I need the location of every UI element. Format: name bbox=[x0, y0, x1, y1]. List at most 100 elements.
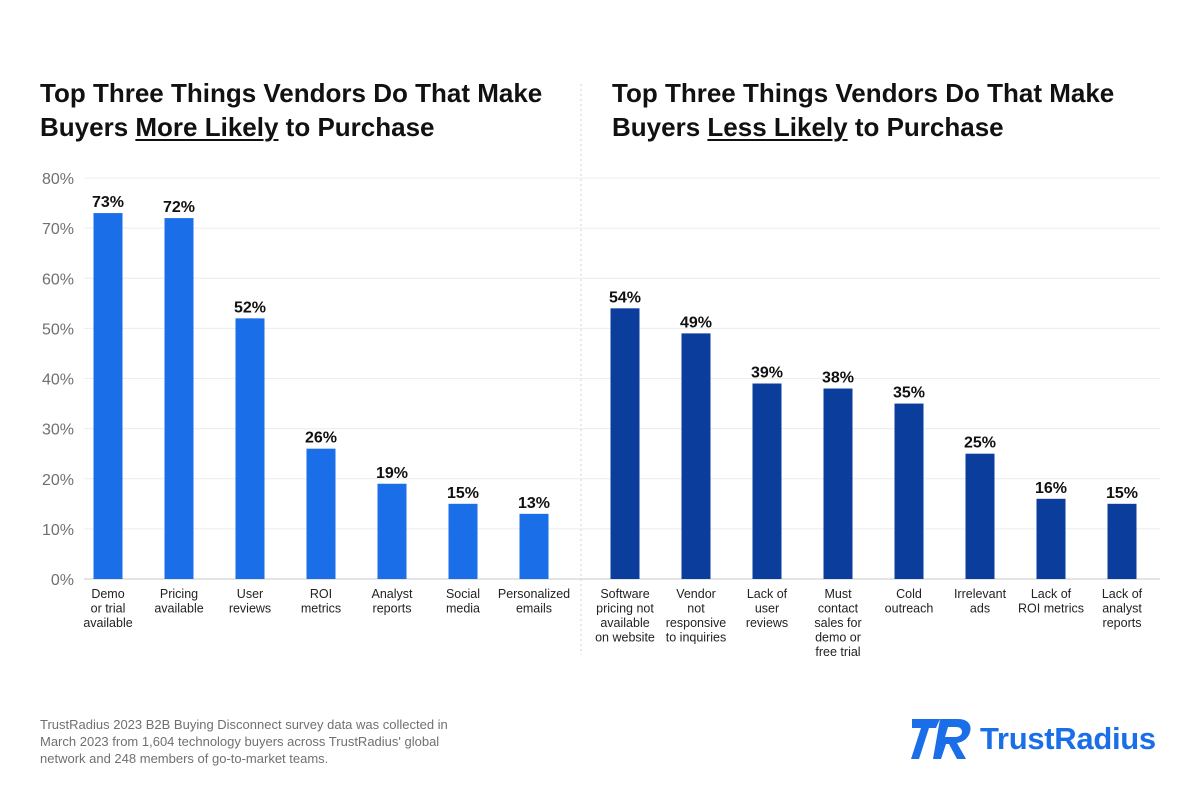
value-label: 54% bbox=[609, 289, 641, 306]
value-label: 49% bbox=[680, 314, 712, 331]
category-label-line: User bbox=[237, 587, 263, 601]
category-label-line: Vendor bbox=[676, 587, 716, 601]
category-label-line: or trial bbox=[91, 602, 126, 616]
category-label-line: contact bbox=[818, 602, 859, 616]
category-label: Cold outreach bbox=[885, 587, 934, 616]
category-label-line: on website bbox=[595, 631, 655, 645]
bar bbox=[519, 513, 549, 579]
bar bbox=[681, 333, 711, 579]
category-label-line: Pricing bbox=[160, 587, 198, 601]
bar bbox=[164, 218, 194, 579]
category-label-line: responsive bbox=[666, 616, 726, 630]
value-label: 15% bbox=[1106, 485, 1138, 502]
category-label: Must contact sales for demo or free trial bbox=[814, 587, 861, 659]
category-label: Software pricing not available on website bbox=[595, 587, 655, 645]
category-label-line: Irrelevant bbox=[954, 587, 1007, 601]
bar bbox=[752, 383, 782, 579]
category-label-line: Demo bbox=[91, 587, 124, 601]
bar bbox=[1036, 498, 1066, 579]
category-label-line: Lack of bbox=[747, 587, 788, 601]
category-label-line: outreach bbox=[885, 602, 934, 616]
bar bbox=[235, 318, 265, 579]
category-label-line: Personalized bbox=[498, 587, 570, 601]
bar bbox=[93, 213, 123, 579]
value-label: 26% bbox=[305, 430, 337, 447]
category-label-line: ROI bbox=[310, 587, 332, 601]
category-label-line: available bbox=[83, 616, 132, 630]
category-label-line: Lack of bbox=[1031, 587, 1072, 601]
category-label-line: metrics bbox=[301, 602, 341, 616]
category-label: Personalized emails bbox=[498, 587, 570, 616]
category-label-line: free trial bbox=[815, 645, 860, 659]
title-emphasis-more-likely: More Likely bbox=[135, 112, 279, 142]
value-label: 35% bbox=[893, 385, 925, 402]
category-label: Social media bbox=[446, 587, 480, 616]
trustradius-logo-mark-icon bbox=[911, 719, 971, 759]
value-label: 25% bbox=[964, 435, 996, 452]
y-tick-label: 0% bbox=[51, 572, 74, 589]
category-label-line: media bbox=[446, 602, 480, 616]
bar bbox=[894, 403, 924, 579]
value-label: 16% bbox=[1035, 480, 1067, 497]
value-label: 15% bbox=[447, 485, 479, 502]
category-label-line: to inquiries bbox=[666, 631, 726, 645]
value-label: 13% bbox=[518, 495, 550, 512]
bar bbox=[448, 503, 478, 579]
category-label-line: Social bbox=[446, 587, 480, 601]
category-label-line: Must bbox=[824, 587, 852, 601]
category-label: Lack of analyst reports bbox=[1102, 587, 1143, 630]
category-label-line: sales for bbox=[814, 616, 861, 630]
y-tick-label: 30% bbox=[42, 422, 74, 439]
category-label-line: analyst bbox=[1102, 602, 1142, 616]
category-label: Lack of user reviews bbox=[746, 587, 788, 630]
value-label: 52% bbox=[234, 299, 266, 316]
bar bbox=[965, 453, 995, 579]
value-label: 38% bbox=[822, 370, 854, 387]
category-label-line: Software bbox=[600, 587, 649, 601]
category-label: Irrelevant ads bbox=[954, 587, 1007, 616]
value-label: 39% bbox=[751, 365, 783, 382]
category-label-line: reports bbox=[373, 602, 412, 616]
value-label: 73% bbox=[92, 194, 124, 211]
bar bbox=[1107, 503, 1137, 579]
title-emphasis-less-likely: Less Likely bbox=[707, 112, 848, 142]
category-label-line: emails bbox=[516, 602, 552, 616]
category-label-line: available bbox=[600, 616, 649, 630]
bar bbox=[610, 308, 640, 579]
bar bbox=[377, 483, 407, 579]
category-label-line: reviews bbox=[229, 602, 271, 616]
category-label: Lack of ROI metrics bbox=[1018, 587, 1084, 616]
category-label-line: user bbox=[755, 602, 779, 616]
bar bbox=[823, 388, 853, 579]
y-tick-label: 50% bbox=[42, 321, 74, 338]
category-label-line: not bbox=[687, 602, 705, 616]
category-label: Analyst reports bbox=[372, 587, 414, 616]
logo-text: TrustRadius bbox=[980, 721, 1156, 756]
chart-title-right: Top Three Things Vendors Do That Make Bu… bbox=[612, 78, 1115, 142]
footer-note: TrustRadius 2023 B2B Buying Disconnect s… bbox=[40, 717, 448, 766]
value-label: 19% bbox=[376, 465, 408, 482]
chart-title-left: Top Three Things Vendors Do That Make Bu… bbox=[40, 78, 543, 142]
bar bbox=[306, 448, 336, 579]
category-label-line: demo or bbox=[815, 631, 861, 645]
y-tick-label: 40% bbox=[42, 372, 74, 389]
category-label: Vendor not responsive to inquiries bbox=[666, 587, 726, 645]
y-tick-label: 20% bbox=[42, 472, 74, 489]
y-tick-label: 10% bbox=[42, 522, 74, 539]
trustradius-logo: TrustRadius bbox=[910, 714, 1165, 764]
y-tick-label: 60% bbox=[42, 271, 74, 288]
category-label-line: reports bbox=[1103, 616, 1142, 630]
category-label: User reviews bbox=[229, 587, 271, 616]
category-label-line: ads bbox=[970, 602, 990, 616]
category-label-line: available bbox=[154, 602, 203, 616]
category-label-line: Lack of bbox=[1102, 587, 1143, 601]
category-label: ROI metrics bbox=[301, 587, 341, 616]
y-tick-label: 80% bbox=[42, 171, 74, 188]
value-label: 72% bbox=[163, 199, 195, 216]
category-label-line: ROI metrics bbox=[1018, 602, 1084, 616]
category-label-line: pricing not bbox=[596, 602, 654, 616]
y-tick-label: 70% bbox=[42, 221, 74, 238]
bar-charts: 0% 10% 20% 30% 40% 50% 60% 70% 80% 73% Demo or tria… bbox=[42, 84, 1160, 659]
category-label-line: reviews bbox=[746, 616, 788, 630]
category-label: Pricing available bbox=[154, 587, 203, 616]
